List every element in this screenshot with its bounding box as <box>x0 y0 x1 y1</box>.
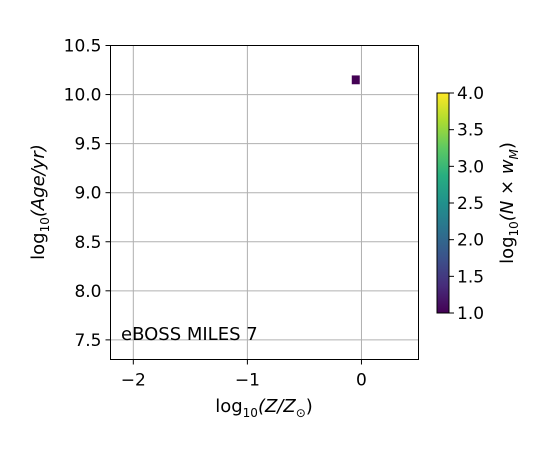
grid-lines <box>110 45 419 360</box>
colorbar <box>436 92 450 314</box>
y-axis-ticks: 7.5 8.0 8.5 9.0 9.5 10.0 10.5 <box>64 37 111 351</box>
colorbar-label: log10(N × wM) <box>497 142 521 264</box>
colorbar-ticks: 1.0 1.5 2.0 2.5 3.0 3.5 4.0 <box>449 84 484 324</box>
y-tick-label: 7.5 <box>74 331 101 351</box>
y-tick-label: 8.5 <box>74 233 101 253</box>
x-tick-label: −2 <box>121 371 146 391</box>
x-axis-label: log10(Z/Z⊙) <box>215 396 313 420</box>
y-axis-label: log10(Age/yr) <box>28 144 52 260</box>
colorbar-tick-label: 1.0 <box>457 304 484 324</box>
plot-frame <box>110 45 419 360</box>
colorbar-tick-label: 2.0 <box>457 231 484 251</box>
y-tick-label: 10.5 <box>64 37 102 57</box>
colorbar-tick-label: 2.5 <box>457 194 484 214</box>
y-tick-label: 10.0 <box>64 86 102 106</box>
annotation-text: eBOSS MILES 7 <box>121 324 258 345</box>
x-tick-label: −1 <box>235 371 260 391</box>
y-tick-label: 9.0 <box>74 184 101 204</box>
y-tick-label: 9.5 <box>74 135 101 155</box>
colorbar-tick-label: 1.5 <box>457 267 484 287</box>
x-tick-label: 0 <box>356 371 367 391</box>
y-tick-label: 8.0 <box>74 282 101 302</box>
colorbar-tick-label: 3.0 <box>457 157 484 177</box>
heatmap-bins <box>351 75 360 85</box>
colorbar-tick-label: 3.5 <box>457 121 484 141</box>
x-axis-ticks: −2 −1 0 <box>121 359 367 391</box>
heatmap-bin <box>351 75 360 85</box>
colorbar-tick-label: 4.0 <box>457 84 484 104</box>
